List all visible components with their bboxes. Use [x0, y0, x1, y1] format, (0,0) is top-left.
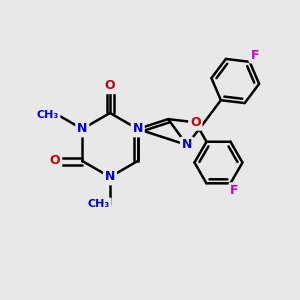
- Text: O: O: [190, 116, 201, 129]
- Text: CH₃: CH₃: [37, 110, 59, 120]
- Text: O: O: [105, 79, 115, 92]
- Text: F: F: [250, 49, 259, 62]
- Text: F: F: [230, 184, 239, 197]
- Text: N: N: [77, 122, 88, 136]
- Text: N: N: [133, 122, 143, 136]
- Text: N: N: [182, 139, 192, 152]
- Text: N: N: [105, 170, 115, 184]
- Text: O: O: [50, 154, 60, 167]
- Text: CH₃: CH₃: [88, 199, 110, 209]
